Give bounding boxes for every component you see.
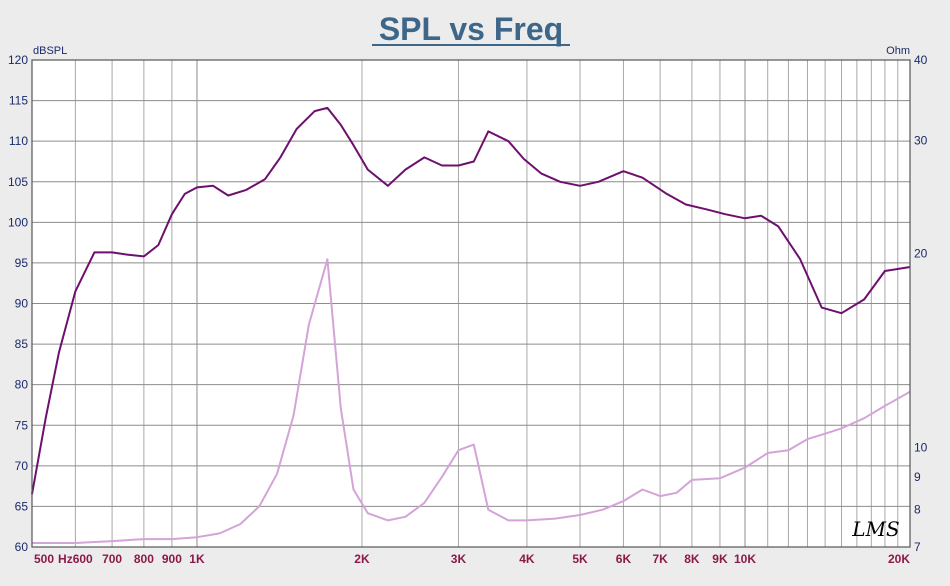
x-tick-label: 700: [102, 552, 122, 566]
y-right-tick-label: 30: [914, 133, 928, 147]
x-tick-label: 9K: [712, 552, 728, 566]
y-left-tick-label: 105: [8, 175, 28, 189]
y-left-tick-label: 115: [9, 94, 28, 108]
x-tick-label: 5K: [572, 552, 588, 566]
series-group: [31, 106, 911, 544]
y-left-tick-label: 90: [15, 297, 29, 311]
y-left-axis-label: dBSPL: [33, 45, 67, 57]
x-tick-label: 6K: [616, 552, 632, 566]
y-left-tick-label: 65: [15, 499, 29, 513]
chart-title: SPL vs Freq: [379, 11, 563, 47]
y-left-tick-label: 60: [15, 540, 29, 554]
axis-labels: 60 65 70 75 80 85 90 95 100 105 110 115 120 7 8 9 10 20 30…: [8, 53, 928, 566]
lms-watermark: LMS: [851, 517, 899, 541]
y-left-tick-label: 80: [15, 378, 29, 392]
plot-border: [31, 59, 911, 548]
y-left-tick-label: 100: [8, 215, 28, 229]
y-right-tick-label: 40: [914, 53, 928, 67]
x-tick-label: 800: [134, 552, 154, 566]
x-tick-label: 1K: [189, 552, 205, 566]
y-right-axis-label: Ohm: [886, 45, 910, 57]
y-right-tick-label: 20: [914, 247, 928, 261]
y-left-tick-label: 70: [15, 459, 29, 473]
x-tick-label: 4K: [519, 552, 535, 566]
x-tick-label: 7K: [652, 552, 668, 566]
x-tick-label: 500: [34, 552, 54, 566]
y-left-tick-label: 95: [15, 256, 29, 270]
x-tick-label: 8K: [684, 552, 700, 566]
y-right-tick-label: 8: [914, 503, 921, 517]
y-left-tick-label: 110: [9, 134, 28, 148]
y-right-tick-label: 9: [914, 470, 921, 484]
x-tick-label: 3K: [451, 552, 467, 566]
x-tick-label: 20K: [888, 552, 910, 566]
x-tick-label: 2K: [354, 552, 370, 566]
y-right-tick-label: 10: [914, 440, 928, 454]
y-left-tick-label: 85: [15, 337, 29, 351]
impedance-series-line: [32, 258, 911, 544]
y-right-tick-label: 7: [914, 540, 921, 554]
x-tick-label: 900: [162, 552, 182, 566]
spl-series-line: [31, 106, 911, 495]
y-left-tick-label: 120: [8, 53, 28, 67]
x-tick-label: Hz600: [58, 552, 93, 566]
x-tick-label: 10K: [734, 552, 756, 566]
y-left-tick-label: 75: [15, 418, 29, 432]
